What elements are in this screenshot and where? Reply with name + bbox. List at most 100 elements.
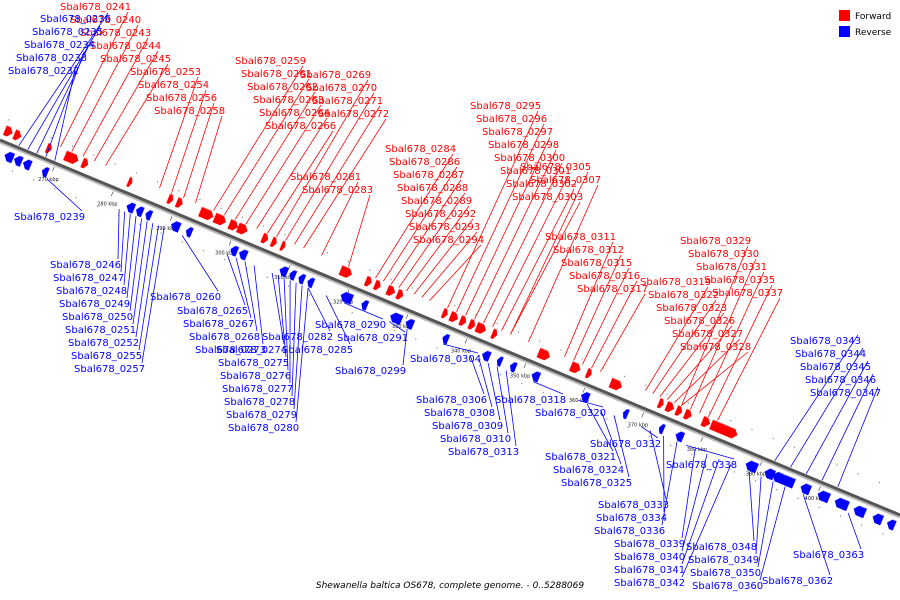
- forward-gene-label: Sbal678_0284: [385, 144, 456, 155]
- forward-leader-line: [447, 110, 539, 309]
- forward-gene-label: Sbal678_0283: [302, 185, 373, 196]
- reverse-leader-line: [271, 272, 285, 345]
- forward-gene: [440, 307, 450, 319]
- reverse-leader-line: [132, 220, 148, 325]
- forward-leader-line: [159, 76, 199, 189]
- scale-tick: [523, 363, 527, 369]
- reverse-gene: [509, 360, 518, 373]
- forward-gene: [395, 288, 406, 300]
- forward-gene: [584, 367, 594, 379]
- reverse-gene-label: Sbal678_0332: [590, 439, 661, 450]
- reverse-leader-line: [805, 360, 869, 474]
- forward-gene: [227, 218, 240, 231]
- forward-leader-line: [564, 241, 614, 357]
- forward-gene: [385, 284, 398, 296]
- reverse-gene-label: Sbal678_0343: [790, 336, 861, 347]
- reverse-leader-line: [487, 362, 501, 421]
- reverse-gene-label: Sbal678_0339: [614, 539, 685, 550]
- forward-gene: [700, 415, 713, 428]
- forward-gene-label: Sbal678_0322: [648, 290, 719, 301]
- reverse-leader-line: [325, 295, 351, 345]
- forward-gene-label: Sbal678_0288: [397, 183, 468, 194]
- reverse-leader-line: [649, 430, 667, 500]
- forward-gene: [448, 310, 461, 323]
- reverse-gene: [800, 481, 813, 496]
- reverse-leader-line: [661, 441, 678, 526]
- reverse-leader-line: [586, 403, 614, 452]
- reverse-gene-label: Sbal678_0290: [315, 320, 386, 331]
- forward-leader-line: [456, 123, 545, 312]
- reverse-gene-label: Sbal678_0344: [795, 349, 866, 360]
- reverse-leader-line: [469, 355, 485, 395]
- reverse-gene-label: Sbal678_0277: [222, 384, 293, 395]
- reverse-gene: [780, 473, 796, 489]
- reverse-leader-line: [138, 225, 159, 351]
- forward-gene-label: Sbal678_0292: [405, 209, 476, 220]
- reverse-gene-label: Sbal678_0279: [226, 410, 297, 421]
- forward-leader-line: [483, 162, 563, 324]
- reverse-gene: [361, 298, 370, 311]
- forward-gene: [126, 176, 135, 188]
- forward-gene-label: Sbal678_0294: [413, 235, 484, 246]
- forward-leader-line: [582, 267, 630, 365]
- forward-leader-line: [421, 231, 478, 298]
- forward-gene: [458, 314, 469, 326]
- forward-leader-line: [510, 201, 581, 335]
- forward-leader-line: [213, 65, 304, 211]
- forward-gene-label: Sbal678_0317: [577, 284, 648, 295]
- reverse-gene: [658, 422, 666, 435]
- reverse-gene-labels: Sbal678_0236Sbal678_0235Sbal678_0234Sbal…: [8, 12, 881, 592]
- reverse-gene-label: Sbal678_0267: [183, 319, 254, 330]
- legend-forward-label: Forward: [855, 12, 891, 22]
- reverse-gene-label: Sbal678_0285: [282, 345, 353, 356]
- reverse-leader-line: [600, 409, 622, 465]
- reverse-gene: [279, 264, 290, 278]
- reverse-leader-line: [681, 453, 708, 552]
- reverse-gene: [496, 355, 504, 367]
- forward-gene-label: Sbal678_0259: [235, 56, 306, 67]
- forward-leader-line: [659, 312, 725, 397]
- scale-tick-label: 330 kbp: [392, 324, 412, 330]
- reverse-gene-label: Sbal678_0320: [535, 408, 606, 419]
- scale-tick: [228, 240, 232, 246]
- forward-leader-line: [171, 89, 207, 194]
- reverse-gene: [581, 390, 591, 404]
- forward-leader-line: [652, 299, 717, 394]
- reverse-gene: [4, 149, 16, 164]
- forward-gene-label: Sbal678_0316: [569, 271, 640, 282]
- reverse-gene-label: Sbal678_0325: [561, 478, 632, 489]
- reverse-leader-line: [293, 285, 303, 410]
- forward-leader-line: [195, 115, 223, 204]
- forward-gene-label: Sbal678_0331: [696, 262, 767, 273]
- reverse-gene-label: Sbal678_0346: [805, 375, 876, 386]
- scale-tick: [582, 387, 586, 393]
- reverse-leader-line: [681, 458, 720, 565]
- reverse-gene-label: Sbal678_0308: [424, 408, 495, 419]
- reverse-gene-label: Sbal678_0341: [614, 565, 685, 576]
- forward-gene-label: Sbal678_0311: [545, 232, 616, 243]
- forward-leader-line: [600, 293, 646, 372]
- forward-leader-line: [294, 105, 381, 245]
- forward-leader-line: [60, 11, 129, 147]
- legend-reverse-label: Reverse: [855, 28, 892, 38]
- reverse-gene: [390, 310, 404, 326]
- forward-gene: [682, 408, 694, 420]
- forward-leader-line: [71, 24, 139, 152]
- forward-gene-label: Sbal678_0261: [241, 69, 312, 80]
- reverse-gene: [298, 272, 307, 285]
- reverse-gene-label: Sbal678_0347: [810, 388, 881, 399]
- forward-gene-label: Sbal678_0289: [401, 196, 472, 207]
- forward-gene: [235, 222, 250, 235]
- reverse-gene-label: Sbal678_0299: [335, 366, 406, 377]
- reverse-genes: [4, 149, 897, 531]
- scale-tick-label: 290 kbp: [156, 226, 176, 232]
- reverse-gene-label: Sbal678_0324: [553, 465, 624, 476]
- forward-leader-line: [105, 63, 169, 166]
- forward-gene-label: Sbal678_0258: [154, 106, 225, 117]
- reverse-leader-line: [181, 235, 219, 292]
- reverse-gene-label: Sbal678_0334: [596, 513, 667, 524]
- forward-leader-line: [406, 205, 470, 292]
- forward-gene-label: Sbal678_0295: [470, 101, 541, 112]
- reverse-gene-label: Sbal678_0363: [793, 550, 864, 561]
- forward-leader-line: [681, 245, 749, 406]
